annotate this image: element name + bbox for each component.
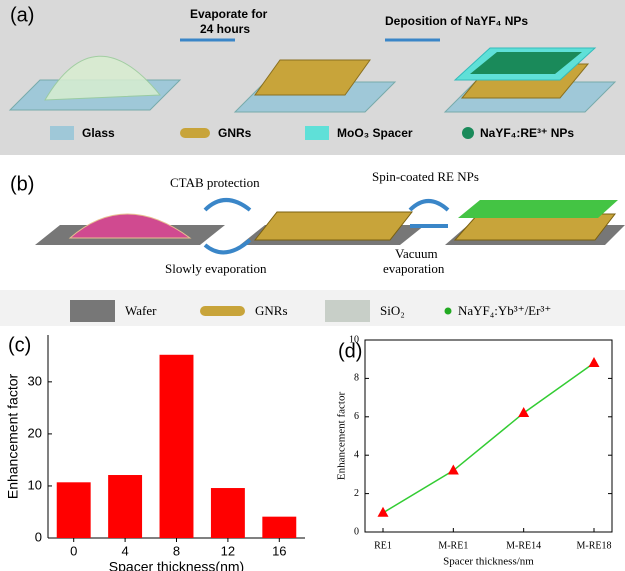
y-tick-label: 30 <box>28 373 42 388</box>
x-tick-label: M-RE1 <box>438 540 468 551</box>
panel-label: (b) <box>10 173 34 195</box>
legend-text: GNRs <box>255 303 288 318</box>
legend-swatch <box>50 126 74 140</box>
y-tick-label: 0 <box>354 526 359 537</box>
bar <box>210 488 245 538</box>
x-tick-label: M-RE14 <box>506 540 541 551</box>
x-tick-label: 4 <box>121 543 128 558</box>
step-text: Deposition of NaYF₄ NPs <box>385 14 528 28</box>
y-tick-label: 6 <box>354 411 359 422</box>
y-tick-label: 0 <box>35 529 42 544</box>
y-axis-label: Enhancement factor <box>336 392 348 481</box>
marker <box>377 506 389 517</box>
x-tick-label: 12 <box>221 543 235 558</box>
nps <box>470 52 582 74</box>
legend-swatch <box>200 306 245 316</box>
y-tick-label: 8 <box>354 373 359 384</box>
line <box>382 362 595 514</box>
marker <box>518 406 530 417</box>
y-tick-label: 20 <box>28 425 42 440</box>
x-tick-label: 0 <box>70 543 77 558</box>
legend-text: SiO₂ <box>380 303 405 318</box>
arrow <box>203 238 252 255</box>
y-tick-label: 10 <box>349 334 359 345</box>
x-axis-label: Spacer thickness/nm <box>443 556 534 568</box>
x-tick-label: 16 <box>272 543 286 558</box>
bar <box>56 482 91 538</box>
y-axis-label: Enhancement factor <box>5 374 21 500</box>
step-text: Spin-coated RE NPs <box>372 169 479 184</box>
step-text: Slowly evaporation <box>165 261 267 276</box>
x-tick-label: 8 <box>173 543 180 558</box>
droplet <box>68 213 192 239</box>
legend-swatch <box>305 126 329 140</box>
arrow <box>408 199 450 212</box>
legend-swatch <box>462 127 474 139</box>
legend-text: GNRs <box>218 126 252 140</box>
x-tick-label: RE1 <box>374 540 392 551</box>
gnr-array <box>253 211 414 241</box>
x-tick-label: M-RE18 <box>577 540 612 551</box>
y-tick-label: 2 <box>354 488 359 499</box>
step-text: evaporation <box>383 261 445 276</box>
legend-text: MoO₃ Spacer <box>337 126 413 140</box>
legend-swatch <box>180 128 210 138</box>
marker <box>588 357 600 368</box>
legend-swatch <box>325 300 370 322</box>
legend-text: Glass <box>82 126 115 140</box>
gnr-array <box>453 213 617 241</box>
y-tick-label: 4 <box>354 449 359 460</box>
marker <box>447 464 459 475</box>
step-text: 24 hours <box>200 22 250 36</box>
step-text: Vacuum <box>395 246 438 261</box>
plot-frame <box>364 339 613 533</box>
legend-text: NaYF₄:Yb³⁺/Er³⁺ <box>458 303 551 318</box>
panel-label: (a) <box>10 4 34 26</box>
bar <box>159 354 194 538</box>
arrow <box>203 198 252 212</box>
x-axis-label: Spacer thickness(nm) <box>109 559 244 571</box>
y-tick-label: 10 <box>28 477 42 492</box>
step-text: CTAB protection <box>170 175 260 190</box>
droplet <box>44 55 162 101</box>
bar <box>108 475 143 538</box>
step-text: Evaporate for <box>190 7 268 21</box>
legend-text: NaYF₄:RE³⁺ NPs <box>480 126 574 140</box>
panel-label: (c) <box>8 334 31 356</box>
legend-swatch <box>444 307 452 315</box>
nps <box>458 200 618 218</box>
legend-swatch <box>70 300 115 322</box>
gnr-array <box>254 59 371 96</box>
panel-label: (d) <box>338 340 362 362</box>
legend-text: Wafer <box>125 303 157 318</box>
bar <box>262 516 297 538</box>
